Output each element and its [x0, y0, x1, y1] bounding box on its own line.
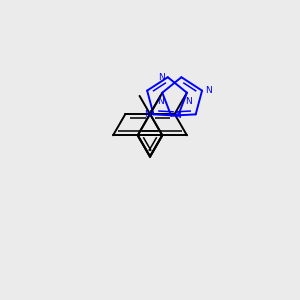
- Text: N: N: [158, 73, 165, 82]
- Text: N: N: [144, 110, 151, 119]
- Text: N: N: [158, 97, 164, 106]
- Text: N: N: [174, 111, 181, 120]
- Text: N: N: [205, 86, 212, 95]
- Text: N: N: [185, 97, 192, 106]
